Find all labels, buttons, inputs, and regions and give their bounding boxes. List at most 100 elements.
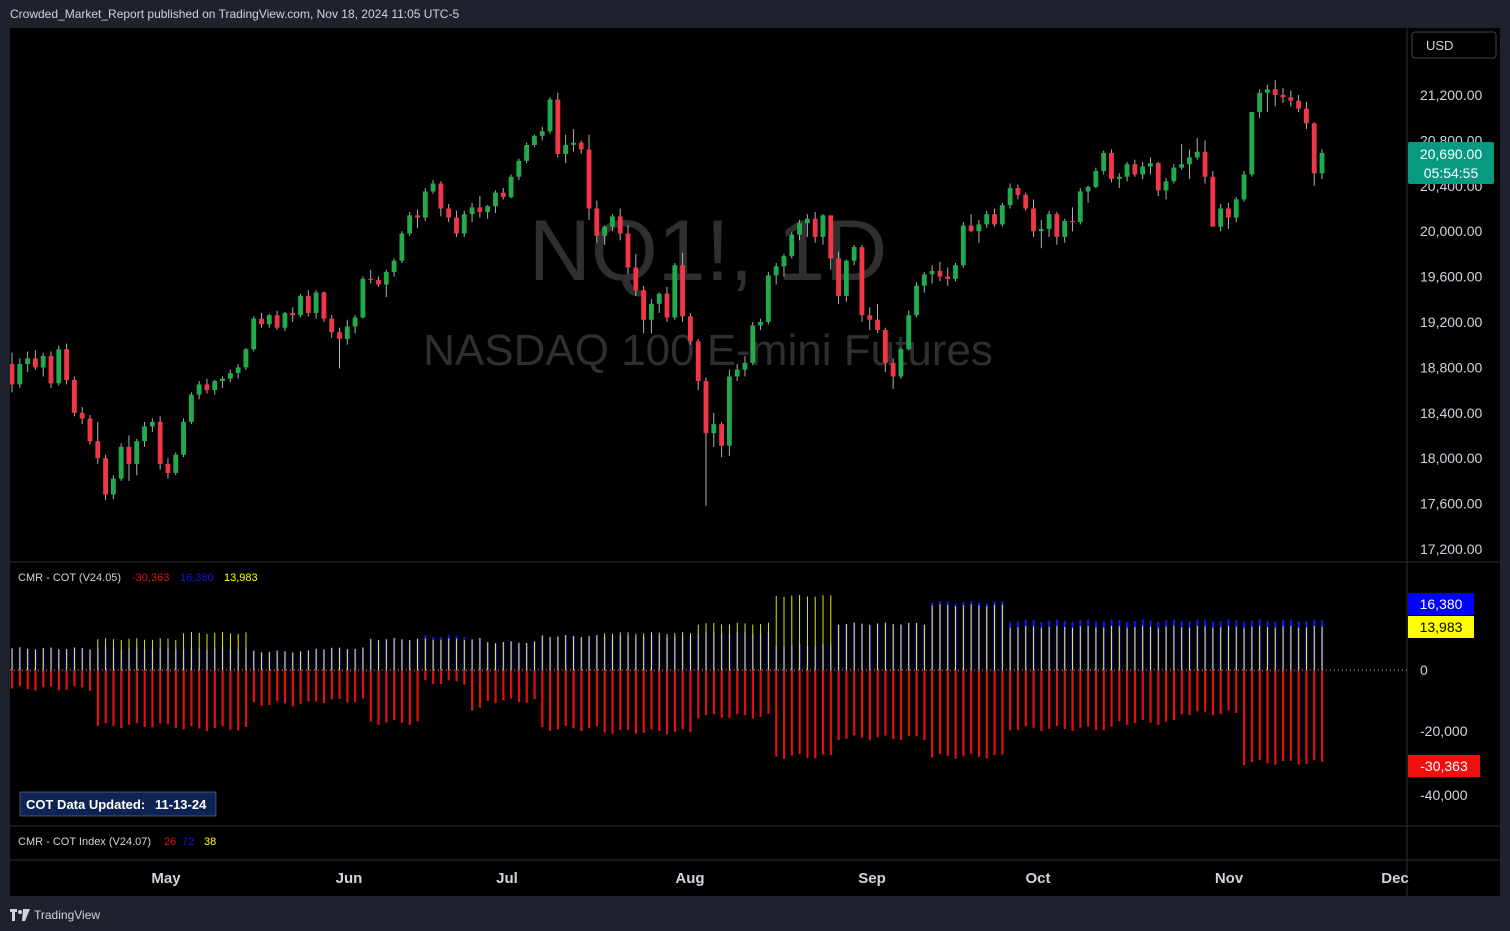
price-axis-label: 20,000.00 bbox=[1420, 223, 1482, 239]
candle bbox=[914, 282, 919, 318]
candle bbox=[1038, 219, 1044, 249]
cot-bar-group bbox=[315, 648, 318, 702]
candle bbox=[703, 377, 709, 506]
candle bbox=[921, 272, 927, 293]
candle bbox=[173, 452, 179, 476]
cot-bar-group bbox=[338, 647, 341, 699]
cot-bar-group bbox=[868, 624, 871, 741]
indicator1-title: CMR - COT (V24.05) bbox=[18, 572, 121, 584]
cot-bar-group bbox=[432, 636, 435, 684]
cot-bar-group bbox=[1141, 619, 1144, 721]
candle bbox=[274, 310, 280, 330]
cot-bar-group bbox=[704, 623, 708, 716]
cot-bar-group bbox=[1289, 619, 1293, 761]
cot-bar-group bbox=[751, 624, 754, 719]
cot-bar-group bbox=[923, 624, 926, 740]
cot-bar-group bbox=[486, 642, 489, 701]
cot-bar-group bbox=[720, 624, 723, 718]
candle bbox=[953, 262, 958, 282]
cot-bar-group bbox=[759, 623, 762, 717]
indicator1-legend[interactable]: CMR - COT (V24.05) -30,363 16,380 13,983 bbox=[18, 572, 258, 584]
cot-bar-group bbox=[985, 603, 988, 759]
candle bbox=[266, 314, 272, 328]
tradingview-logo-icon[interactable] bbox=[10, 908, 30, 921]
candle bbox=[142, 421, 147, 447]
candle bbox=[220, 376, 225, 388]
price-axis-label: 17,200.00 bbox=[1420, 541, 1482, 557]
candle bbox=[32, 350, 38, 370]
candle bbox=[1093, 167, 1099, 189]
candle bbox=[368, 269, 374, 284]
candle bbox=[126, 435, 132, 481]
cot-bar-group bbox=[603, 633, 606, 733]
candle bbox=[1163, 177, 1169, 200]
cot-bar-group bbox=[1048, 620, 1051, 729]
cot-bar-group bbox=[876, 623, 879, 738]
candle bbox=[352, 315, 358, 334]
cot-bar-group bbox=[1204, 619, 1207, 712]
chart-canvas[interactable]: NQ1!, 1D NASDAQ 100 E-mini Futures 21,20… bbox=[10, 28, 1500, 896]
price-axis-label: 17,600.00 bbox=[1420, 496, 1482, 512]
last-price: 20,690.00 bbox=[1420, 146, 1482, 162]
candle bbox=[1015, 184, 1021, 200]
candle bbox=[781, 253, 787, 277]
cot-bar-group bbox=[666, 633, 669, 735]
indicator2-legend[interactable]: CMR - COT Index (V24.07) 26 72 38 bbox=[18, 836, 216, 848]
time-axis[interactable]: May Jun Jul Aug Sep Oct Nov Dec bbox=[151, 870, 1408, 887]
candle bbox=[227, 369, 233, 383]
indicator1-value-blue: 16,380 bbox=[180, 572, 214, 584]
cot-bar-group bbox=[993, 601, 996, 756]
candle bbox=[1148, 157, 1153, 175]
candle bbox=[79, 407, 85, 425]
candle bbox=[329, 315, 335, 338]
candle bbox=[547, 97, 553, 134]
price-axis-label: 21,200.00 bbox=[1420, 87, 1482, 103]
candle bbox=[906, 310, 912, 351]
candle bbox=[305, 290, 311, 317]
cot-bar-group bbox=[634, 633, 638, 734]
cot-bar-group bbox=[1063, 620, 1066, 730]
candle bbox=[945, 267, 951, 286]
cot-bar-group bbox=[73, 647, 76, 687]
candle bbox=[992, 208, 997, 227]
candle bbox=[48, 351, 54, 388]
cot-bar-group bbox=[1016, 621, 1020, 731]
candle bbox=[820, 214, 826, 245]
candle bbox=[875, 303, 880, 334]
cot-bar-group bbox=[767, 622, 770, 714]
candle bbox=[298, 293, 303, 318]
candle bbox=[376, 276, 381, 287]
candle bbox=[1218, 203, 1224, 232]
cot-badge-blue-value: 16,380 bbox=[1420, 596, 1463, 612]
cot-bar-group bbox=[549, 636, 552, 731]
chart-frame[interactable]: NQ1!, 1D NASDAQ 100 E-mini Futures 21,20… bbox=[10, 28, 1500, 896]
footer-brand[interactable]: TradingView bbox=[34, 907, 101, 922]
candle bbox=[344, 319, 350, 345]
candle bbox=[586, 134, 592, 220]
candle bbox=[493, 190, 498, 214]
cot-bar-group bbox=[1009, 621, 1012, 731]
candle bbox=[446, 203, 452, 223]
price-axis-label: 18,000.00 bbox=[1420, 450, 1482, 466]
cot-bar-group bbox=[806, 596, 809, 758]
cot-bar-group bbox=[174, 640, 177, 728]
candle bbox=[188, 392, 194, 425]
publish-info: Crowded_Market_Report published on Tradi… bbox=[10, 7, 460, 21]
candle bbox=[71, 376, 77, 417]
cot-bar-group bbox=[814, 596, 817, 759]
candle bbox=[1077, 188, 1083, 225]
candle bbox=[976, 219, 982, 243]
cot-bar-group bbox=[478, 637, 482, 708]
cot-bar-group bbox=[112, 639, 115, 726]
cot-bar-group bbox=[728, 624, 731, 718]
candle bbox=[251, 316, 257, 352]
currency-button[interactable] bbox=[1411, 31, 1497, 59]
candle bbox=[960, 222, 966, 268]
cot-bar-group bbox=[494, 643, 497, 704]
cot-badge-red bbox=[1408, 755, 1480, 777]
cot-bar-group bbox=[673, 632, 676, 732]
candle bbox=[56, 345, 62, 386]
publish-header: Crowded_Market_Report published on Tradi… bbox=[0, 0, 1510, 28]
candle bbox=[477, 196, 483, 218]
candle bbox=[937, 261, 943, 282]
